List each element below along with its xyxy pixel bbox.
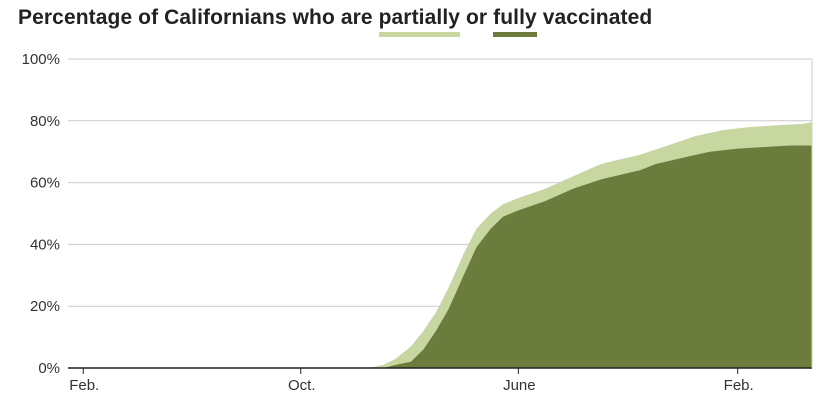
x-tick-labels: Feb. Oct. June Feb. bbox=[69, 377, 753, 394]
x-tick-label: Feb. bbox=[69, 377, 99, 394]
y-tick-labels: 0% 20% 40% 60% 80% 100% bbox=[22, 51, 60, 377]
axes bbox=[68, 59, 813, 374]
y-tick-label: 60% bbox=[30, 175, 60, 192]
title-middle: or bbox=[460, 6, 494, 29]
title-partially-word: partially bbox=[378, 6, 461, 37]
area-fully bbox=[383, 145, 812, 368]
title-fully-word: fully bbox=[493, 6, 537, 37]
title-before: Percentage of Californians who are bbox=[18, 6, 379, 29]
title-after: vaccinated bbox=[536, 6, 653, 29]
chart-title: Percentage of Californians who are parti… bbox=[18, 6, 652, 37]
y-tick-label: 0% bbox=[38, 360, 60, 377]
area-series bbox=[367, 122, 812, 368]
y-tick-label: 20% bbox=[30, 298, 60, 315]
x-tick-label: Feb. bbox=[724, 377, 754, 394]
x-tick-label: Oct. bbox=[288, 377, 316, 394]
y-tick-label: 100% bbox=[22, 51, 60, 68]
x-tick-label: June bbox=[503, 377, 536, 394]
y-tick-label: 80% bbox=[30, 113, 60, 130]
y-tick-label: 40% bbox=[30, 236, 60, 253]
